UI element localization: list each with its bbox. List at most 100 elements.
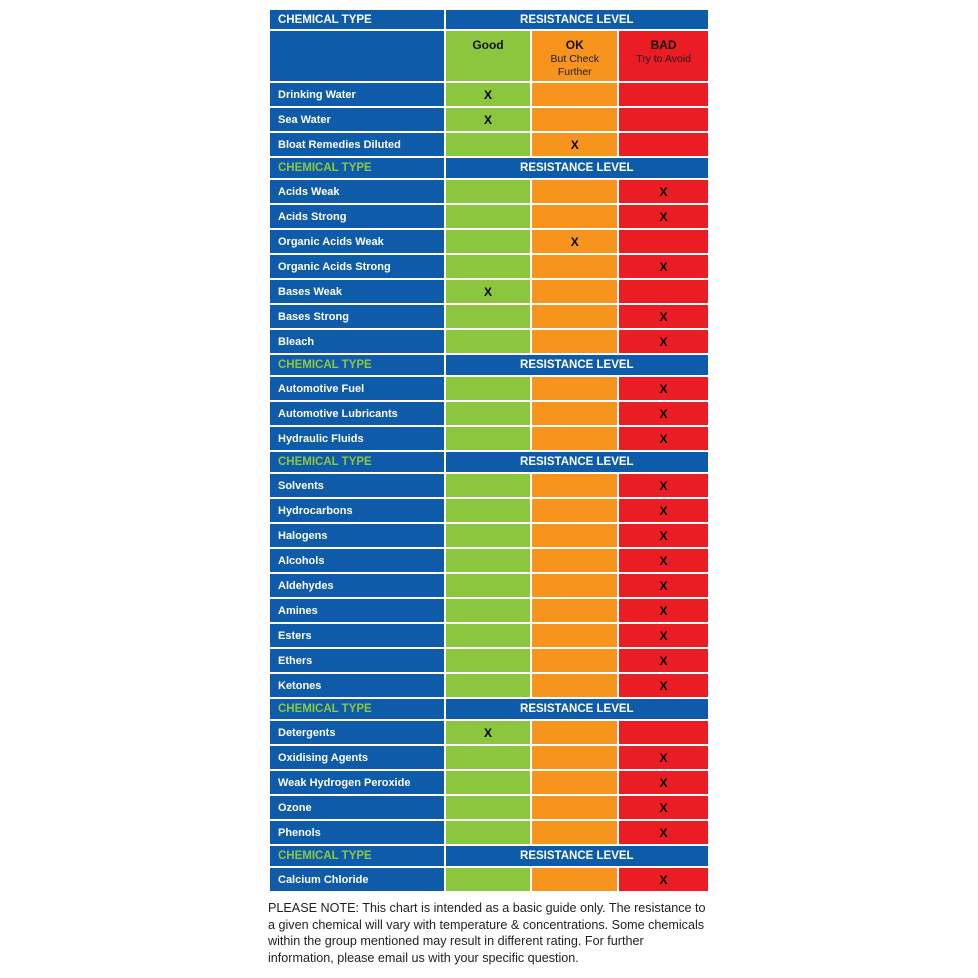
chemical-name: Ketones	[270, 674, 444, 697]
rating-cell-ok	[532, 721, 618, 744]
chemical-name: Bloat Remedies Diluted	[270, 133, 444, 156]
rating-cell-ok	[532, 868, 618, 891]
rating-header-ok: OK But Check Further	[532, 31, 618, 81]
table-row: Bleach X	[270, 330, 708, 353]
chemical-name: Esters	[270, 624, 444, 647]
rating-cell-bad: X	[619, 599, 708, 622]
rating-cell-bad: X	[619, 330, 708, 353]
table-row: Bases Weak X	[270, 280, 708, 303]
rating-cell-good: X	[445, 108, 531, 131]
table-row: Drinking Water X	[270, 83, 708, 106]
rating-cell-good	[445, 549, 531, 572]
rating-cell-bad	[619, 133, 708, 156]
rating-cell-ok	[532, 624, 618, 647]
rating-cell-good: X	[445, 83, 531, 106]
table-row: Weak Hydrogen Peroxide X	[270, 771, 708, 794]
column-header-chemical-type: CHEMICAL TYPE	[270, 10, 444, 29]
chemical-name: Halogens	[270, 524, 444, 547]
table-row: Hydraulic Fluids X	[270, 427, 708, 450]
rating-cell-bad: X	[619, 255, 708, 278]
chemical-name: Phenols	[270, 821, 444, 844]
rating-cell-bad	[619, 230, 708, 253]
rating-cell-bad: X	[619, 574, 708, 597]
rating-cell-good	[445, 599, 531, 622]
rating-cell-ok	[532, 427, 618, 450]
rating-cell-ok	[532, 255, 618, 278]
rating-cell-bad: X	[619, 474, 708, 497]
chemical-name: Detergents	[270, 721, 444, 744]
rating-cell-bad: X	[619, 821, 708, 844]
rating-header-spacer	[270, 31, 444, 81]
table-row: Automotive Lubricants X	[270, 402, 708, 425]
table-row: Detergents X	[270, 721, 708, 744]
rating-cell-ok	[532, 549, 618, 572]
rating-cell-ok	[532, 205, 618, 228]
rating-cell-good	[445, 330, 531, 353]
section-header-chemical-type: CHEMICAL TYPE	[270, 452, 444, 472]
rating-cell-ok	[532, 649, 618, 672]
rating-cell-bad: X	[619, 499, 708, 522]
rating-cell-ok	[532, 499, 618, 522]
rating-cell-ok: X	[532, 230, 618, 253]
rating-cell-good	[445, 427, 531, 450]
rating-cell-ok	[532, 574, 618, 597]
rating-good-label: Good	[472, 38, 504, 52]
rating-cell-good: X	[445, 721, 531, 744]
table-row: Acids Strong X	[270, 205, 708, 228]
rating-cell-bad: X	[619, 771, 708, 794]
rating-cell-bad: X	[619, 180, 708, 203]
chemical-name: Weak Hydrogen Peroxide	[270, 771, 444, 794]
table-row: Phenols X	[270, 821, 708, 844]
rating-cell-ok	[532, 746, 618, 769]
rating-cell-good	[445, 771, 531, 794]
chemical-name: Aldehydes	[270, 574, 444, 597]
rating-ok-sublabel: But Check Further	[550, 53, 599, 78]
rating-header-row: Good OK But Check Further BAD Try to Avo…	[270, 31, 708, 81]
rating-cell-bad: X	[619, 796, 708, 819]
rating-bad-sublabel: Try to Avoid	[636, 53, 691, 65]
resistance-table: CHEMICAL TYPE RESISTANCE LEVEL Good OK B…	[268, 8, 710, 893]
chemical-name: Automotive Fuel	[270, 377, 444, 400]
chemical-name: Bases Weak	[270, 280, 444, 303]
rating-ok-label: OK	[565, 38, 584, 52]
table-row: Sea Water X	[270, 108, 708, 131]
table-row: Bases Strong X	[270, 305, 708, 328]
rating-cell-good	[445, 868, 531, 891]
section-header-resistance-level: RESISTANCE LEVEL	[445, 699, 708, 719]
rating-cell-bad: X	[619, 549, 708, 572]
rating-cell-bad: X	[619, 868, 708, 891]
section-header-row: CHEMICAL TYPE RESISTANCE LEVEL	[270, 452, 708, 472]
rating-cell-ok	[532, 280, 618, 303]
section-header-resistance-level: RESISTANCE LEVEL	[445, 452, 708, 472]
rating-header-bad: BAD Try to Avoid	[619, 31, 708, 81]
rating-cell-good	[445, 377, 531, 400]
chemical-name: Organic Acids Weak	[270, 230, 444, 253]
rating-cell-good	[445, 574, 531, 597]
rating-cell-ok	[532, 377, 618, 400]
chemical-resistance-chart: CHEMICAL TYPE RESISTANCE LEVEL Good OK B…	[268, 8, 714, 966]
table-row: Acids Weak X	[270, 180, 708, 203]
table-row: Calcium Chloride X	[270, 868, 708, 891]
table-row: Solvents X	[270, 474, 708, 497]
section-header-row: CHEMICAL TYPE RESISTANCE LEVEL	[270, 355, 708, 375]
table-row: Organic Acids Strong X	[270, 255, 708, 278]
table-row: Ketones X	[270, 674, 708, 697]
rating-cell-bad: X	[619, 205, 708, 228]
section-header-resistance-level: RESISTANCE LEVEL	[445, 355, 708, 375]
rating-cell-bad	[619, 108, 708, 131]
chemical-name: Acids Weak	[270, 180, 444, 203]
rating-cell-bad: X	[619, 524, 708, 547]
rating-cell-good	[445, 746, 531, 769]
rating-cell-ok	[532, 83, 618, 106]
chemical-name: Organic Acids Strong	[270, 255, 444, 278]
table-header-row: CHEMICAL TYPE RESISTANCE LEVEL	[270, 10, 708, 29]
rating-cell-ok	[532, 402, 618, 425]
rating-cell-bad	[619, 83, 708, 106]
rating-cell-good	[445, 524, 531, 547]
rating-cell-good	[445, 474, 531, 497]
rating-cell-good	[445, 821, 531, 844]
rating-cell-bad: X	[619, 624, 708, 647]
table-row: Esters X	[270, 624, 708, 647]
rating-cell-good	[445, 624, 531, 647]
rating-cell-bad	[619, 721, 708, 744]
